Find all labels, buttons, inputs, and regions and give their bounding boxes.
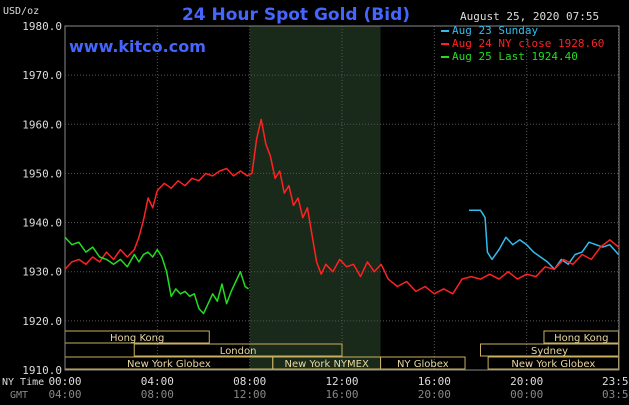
x-tick-label-gmt: 03:59 xyxy=(602,388,629,401)
session-bar xyxy=(133,343,343,357)
session-label: New York Globex xyxy=(511,359,595,370)
gmt-row-label: GMT xyxy=(10,390,28,401)
x-tick-label-ny: 20:00 xyxy=(510,375,543,388)
session-label: New York NYMEX xyxy=(284,359,369,370)
plot-frame xyxy=(64,25,620,371)
x-tick-label-ny: 12:00 xyxy=(325,375,358,388)
y-tick-label: 1950.0 xyxy=(22,167,62,180)
x-tick-label-gmt: 08:00 xyxy=(141,388,174,401)
x-tick-label-ny: 04:00 xyxy=(141,375,174,388)
shaded-session-region xyxy=(249,26,381,370)
session-label: Hong Kong xyxy=(110,333,164,344)
legend-entry: Aug 24 NY close 1928.60 xyxy=(452,37,604,50)
chart-title: 24 Hour Spot Gold (Bid) xyxy=(182,5,410,25)
session-label: Sydney xyxy=(531,346,568,357)
ny-time-row-label: NY Time xyxy=(2,377,44,388)
unit-label: USD/oz xyxy=(3,6,39,17)
legend-entry: Aug 25 Last 1924.40 xyxy=(452,50,578,63)
y-axis: 1980.0 1970.0 1960.0 1950.0 1940.0 1930.0 1920… xyxy=(22,20,62,377)
y-tick-label: 1910.0 xyxy=(22,364,62,377)
y-tick-label: 1980.0 xyxy=(22,20,62,33)
y-tick-label: 1970.0 xyxy=(22,69,62,82)
x-tick-label-ny: 00:00 xyxy=(48,375,81,388)
price-series xyxy=(64,118,620,315)
x-tick-label-gmt: 04:00 xyxy=(48,388,81,401)
session-label: London xyxy=(220,346,257,357)
x-tick-label-ny: 16:00 xyxy=(418,375,451,388)
y-tick-label: 1960.0 xyxy=(22,118,62,131)
timestamp: August 25, 2020 07:55 xyxy=(460,10,599,23)
x-tick-label-gmt: 12:00 xyxy=(233,388,266,401)
x-tick-label-gmt: 00:00 xyxy=(510,388,543,401)
y-tick-label: 1920.0 xyxy=(22,315,62,328)
x-axis: 00:0004:0008:0012:0016:0020:0023:5904:00… xyxy=(48,375,629,401)
x-tick-label-gmt: 20:00 xyxy=(418,388,451,401)
y-tick-label: 1930.0 xyxy=(22,266,62,279)
session-label: NY Globex xyxy=(397,359,449,370)
y-tick-label: 1940.0 xyxy=(22,217,62,230)
source-watermark: www.kitco.com xyxy=(69,37,206,56)
x-tick-label-gmt: 16:00 xyxy=(325,388,358,401)
series-line xyxy=(64,118,619,295)
x-tick-label-ny: 23:59 xyxy=(602,375,629,388)
series-line xyxy=(64,236,249,315)
session-label: New York Globex xyxy=(127,359,211,370)
x-tick-label-ny: 08:00 xyxy=(233,375,266,388)
series-line xyxy=(469,209,620,271)
session-bar xyxy=(380,356,466,370)
legend-entry: Aug 23 Sunday xyxy=(452,24,538,37)
session-label: Hong Kong xyxy=(554,333,608,344)
